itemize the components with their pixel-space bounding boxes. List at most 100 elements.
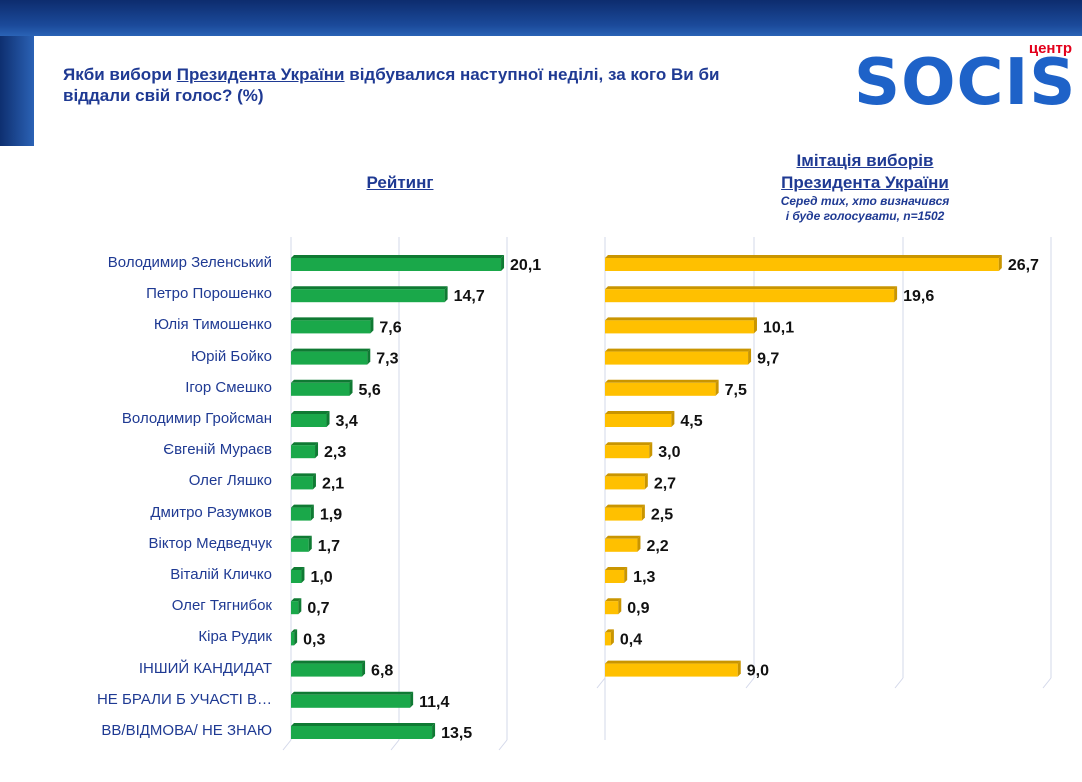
left-chart-title: Рейтинг [366, 173, 434, 192]
bar-top [291, 691, 414, 695]
bar-top [291, 348, 371, 352]
bar-top [291, 723, 436, 726]
category-label: Олег Ляшко [188, 472, 272, 490]
category-label: ВВ/ВІДМОВА/ НЕ ЗНАЮ [101, 722, 272, 739]
bar-end [894, 286, 898, 303]
bar [605, 632, 611, 646]
bar-0-10 [291, 567, 305, 583]
bar-end [624, 567, 628, 583]
bar-value-label: 7,5 [725, 382, 747, 399]
bar-top [291, 473, 316, 477]
bar-value-label: 11,4 [419, 694, 449, 711]
bar [605, 289, 895, 303]
bar-value-label: 14,7 [454, 288, 485, 305]
bar [291, 570, 302, 583]
top-banner [0, 0, 1082, 36]
bar-1-4 [605, 379, 719, 396]
bar-1-12 [605, 629, 614, 646]
bar-end [644, 473, 648, 490]
bar-0-8 [291, 504, 314, 521]
grid-line-foot [282, 739, 292, 751]
bar [291, 351, 368, 365]
right-subtitle-line1: Серед тих, хто визначився [780, 194, 950, 208]
bar-end [349, 379, 353, 396]
bar-top [605, 255, 1002, 258]
bar-end [649, 442, 653, 459]
right-title-line2: Президента України [781, 173, 949, 192]
bar-top [605, 504, 645, 508]
category-label: Євгеній Мураєв [163, 441, 272, 459]
bar [605, 507, 642, 521]
bar-end [748, 348, 752, 365]
bar-end [326, 411, 330, 427]
bar-value-label: 7,3 [376, 351, 398, 368]
bar-top [291, 255, 505, 258]
bar-value-label: 1,0 [310, 569, 332, 586]
grid-line-foot [745, 677, 755, 689]
bar [291, 476, 313, 490]
bar [291, 726, 433, 739]
bar-top [291, 379, 353, 383]
bar-top [605, 286, 898, 290]
question-part2: відбувалися наступної неділі, за кого Ви… [63, 65, 720, 105]
bar-value-label: 0,3 [303, 631, 325, 648]
bar [605, 476, 645, 490]
bar [605, 351, 749, 365]
bar-value-label: 19,6 [903, 288, 934, 305]
category-label: Петро Порошенко [146, 285, 272, 303]
bar [291, 663, 363, 677]
bar-1-8 [605, 504, 645, 521]
bar-top [291, 504, 314, 508]
grid-line-foot [596, 677, 606, 689]
bar-value-label: 3,4 [336, 413, 358, 430]
category-label: НЕ БРАЛИ Б УЧАСТІ В… [96, 690, 272, 708]
bar-value-label: 2,3 [324, 444, 346, 461]
bar-top [605, 660, 741, 664]
bar [291, 538, 309, 552]
bar-0-9 [291, 535, 312, 552]
bar-top [605, 379, 719, 383]
bar [291, 320, 371, 334]
bar-top [605, 629, 614, 633]
bar-top [291, 567, 305, 570]
bar [605, 538, 638, 552]
bar-end [641, 504, 645, 521]
side-accent [0, 36, 34, 146]
bar-1-9 [605, 535, 641, 552]
logo-small-text: центр [1028, 40, 1072, 57]
bar-value-label: 9,7 [757, 351, 779, 368]
bar-0-5 [291, 411, 330, 427]
right-subtitle-line2: і буде голосувати, n=1502 [785, 209, 945, 223]
question-link: Президента України [176, 65, 345, 84]
bar-top [291, 411, 330, 414]
bar-value-label: 1,9 [320, 507, 342, 524]
bar-value-label: 13,5 [441, 725, 472, 742]
category-label: Олег Тягнибок [171, 597, 272, 615]
bar-value-label: 20,1 [510, 257, 541, 274]
bar-end [370, 317, 374, 334]
bar [291, 445, 316, 459]
bar [291, 507, 311, 521]
bar-0-14 [291, 691, 414, 708]
bar-top [291, 442, 319, 446]
bar-end [301, 567, 305, 583]
bar-top [605, 598, 622, 602]
bar-top [291, 317, 374, 321]
bar-end [310, 504, 314, 521]
bar-end [315, 442, 319, 459]
right-title-line1: Імітація виборів [796, 151, 934, 170]
category-label: ІНШИЙ КАНДИДАТ [138, 659, 272, 677]
bar-top [291, 535, 312, 539]
bar-1-11 [605, 598, 622, 615]
bar-value-label: 5,6 [359, 382, 381, 399]
bar-end [715, 379, 719, 396]
bar-value-label: 1,3 [633, 569, 655, 586]
category-label: Кіра Рудик [198, 628, 272, 646]
bar-0-4 [291, 379, 353, 396]
bar-end [294, 629, 298, 646]
bar-value-label: 2,7 [654, 475, 676, 492]
bar-top [605, 411, 675, 414]
bar-top [605, 535, 641, 539]
bar-end [737, 660, 741, 677]
bar-value-label: 2,1 [322, 475, 344, 492]
